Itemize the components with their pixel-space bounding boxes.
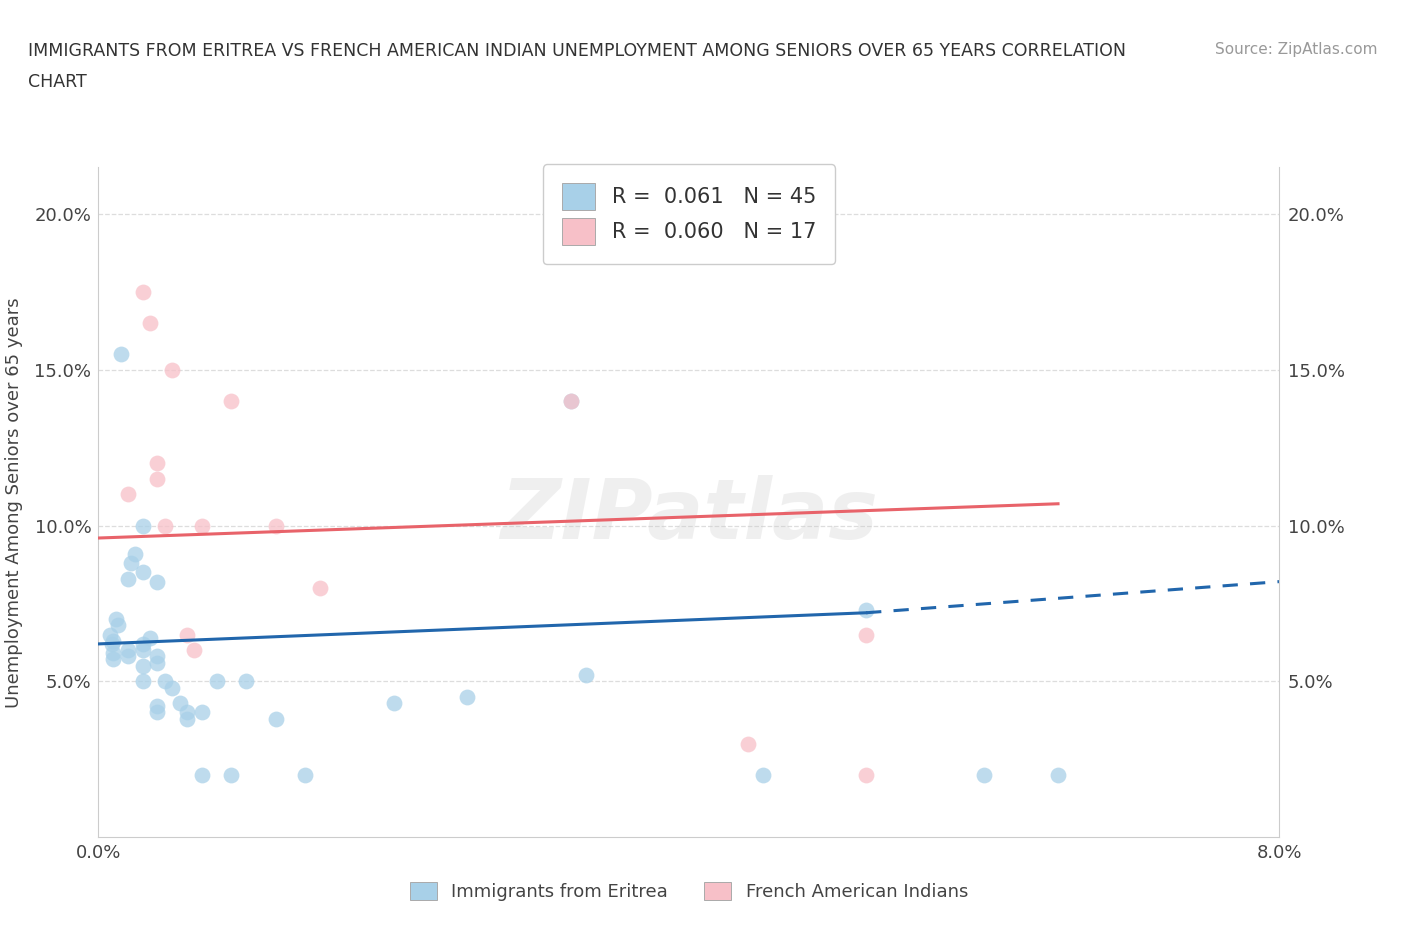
Point [132, 674, 155, 689]
Point [132, 643, 155, 658]
Point [146, 655, 169, 670]
Text: CHART: CHART [28, 73, 87, 90]
Point [132, 285, 155, 299]
Point [162, 363, 183, 378]
Point [176, 705, 198, 720]
Point [294, 767, 316, 782]
Point [855, 603, 877, 618]
Point [117, 571, 139, 586]
Point [191, 767, 214, 782]
Point [973, 767, 995, 782]
Point [124, 546, 146, 561]
Point [110, 347, 132, 362]
Point [205, 674, 228, 689]
Point [105, 612, 128, 627]
Point [183, 643, 205, 658]
Point [146, 649, 169, 664]
Point [132, 658, 155, 673]
Point [191, 705, 214, 720]
Point [264, 518, 287, 533]
Point [117, 487, 139, 502]
Point [153, 518, 176, 533]
Point [176, 711, 198, 726]
Text: ZIPatlas: ZIPatlas [501, 475, 877, 556]
Point [169, 696, 191, 711]
Point [308, 580, 332, 595]
Point [560, 393, 582, 408]
Point [176, 627, 198, 642]
Point [107, 618, 129, 632]
Point [382, 696, 405, 711]
Point [146, 574, 169, 589]
Point [103, 633, 125, 648]
Point [855, 627, 877, 642]
Point [117, 649, 139, 664]
Y-axis label: Unemployment Among Seniors over 65 years: Unemployment Among Seniors over 65 years [6, 297, 24, 708]
Point [574, 668, 596, 683]
Point [103, 652, 125, 667]
Point [219, 393, 242, 408]
Point [264, 711, 287, 726]
Point [855, 767, 877, 782]
Point [1046, 767, 1069, 782]
Point [751, 767, 773, 782]
Point [117, 643, 139, 658]
Point [146, 705, 169, 720]
Point [162, 680, 183, 695]
Point [132, 565, 155, 579]
Point [139, 315, 162, 330]
Point [191, 518, 214, 533]
Point [737, 737, 759, 751]
Legend: Immigrants from Eritrea, French American Indians: Immigrants from Eritrea, French American… [402, 874, 976, 909]
Point [132, 518, 155, 533]
Point [153, 674, 176, 689]
Text: Source: ZipAtlas.com: Source: ZipAtlas.com [1215, 42, 1378, 57]
Point [146, 456, 169, 471]
Point [139, 631, 162, 645]
Point [560, 393, 582, 408]
Point [235, 674, 257, 689]
Point [132, 636, 155, 651]
Point [219, 767, 242, 782]
Point [103, 645, 125, 660]
Point [456, 689, 478, 704]
Point [98, 627, 121, 642]
Point [146, 472, 169, 486]
Text: IMMIGRANTS FROM ERITREA VS FRENCH AMERICAN INDIAN UNEMPLOYMENT AMONG SENIORS OVE: IMMIGRANTS FROM ERITREA VS FRENCH AMERIC… [28, 42, 1126, 60]
Point [120, 555, 142, 570]
Point [100, 636, 122, 651]
Point [146, 698, 169, 713]
